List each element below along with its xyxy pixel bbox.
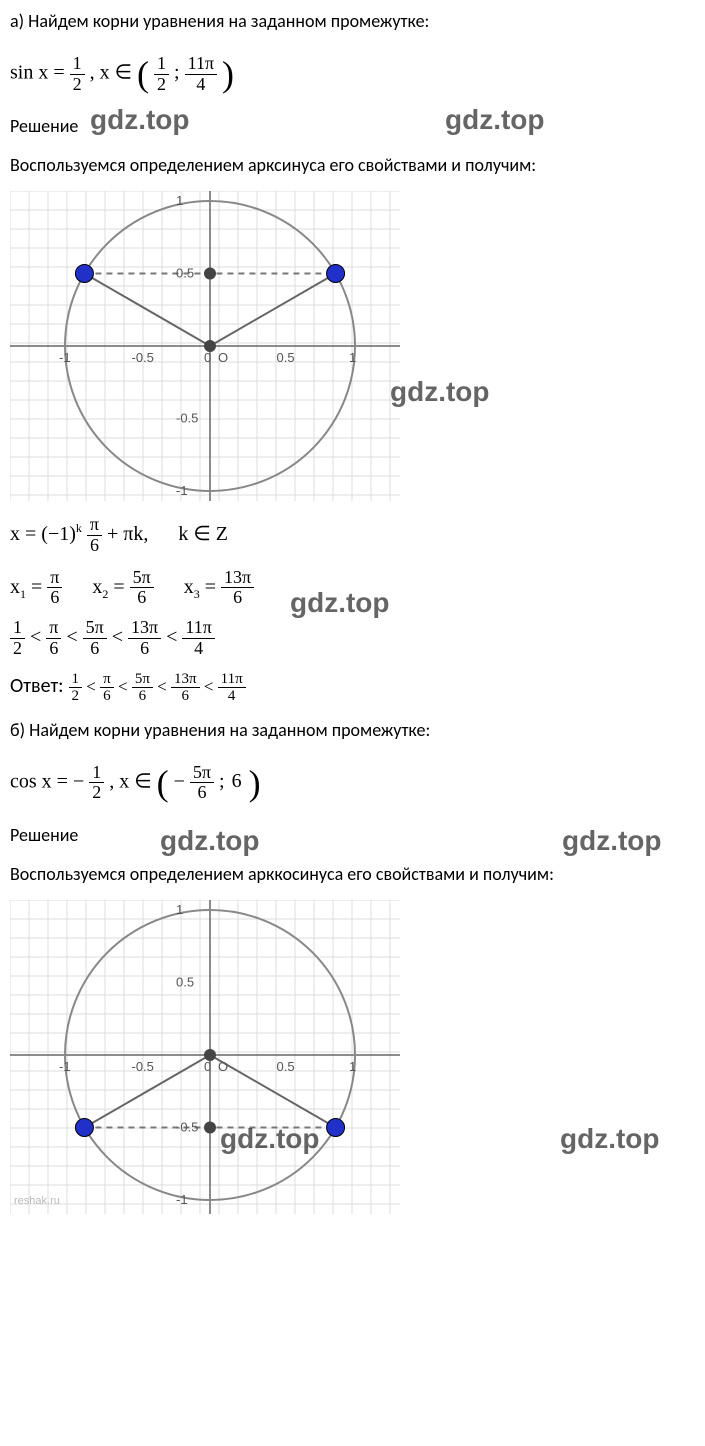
interval-sep: ; (174, 62, 180, 84)
root-item: x3 = 13π6 (184, 568, 254, 609)
answer-label: Ответ: (10, 674, 64, 698)
answer-row: Ответ: 12 < π6 < 5π6 < 13π6 < 11π4 (10, 671, 695, 705)
rparen-icon: ) (222, 54, 234, 94)
svg-text:-1: -1 (176, 483, 188, 498)
credit-label: reshak.ru (14, 1193, 60, 1210)
svg-text:0: 0 (204, 1059, 211, 1074)
svg-text:-0.5: -0.5 (132, 1059, 154, 1074)
svg-text:0.5: 0.5 (176, 266, 194, 281)
watermark: gdz.top (160, 820, 260, 862)
root-item: x1 = π6 (10, 568, 62, 609)
eq-rhs-frac: 1 2 (70, 54, 85, 95)
svg-text:O: O (218, 350, 228, 365)
svg-text:0.5: 0.5 (277, 350, 295, 365)
lparen-icon: ( (157, 763, 169, 803)
interval-a: 1 2 (154, 54, 169, 95)
svg-text:-1: -1 (176, 1192, 188, 1207)
root-item: x2 = 5π6 (92, 568, 153, 609)
part-a-intro: а) Найдем корни уравнения на заданном пр… (10, 8, 695, 35)
watermark: gdz.top (445, 99, 545, 141)
part-a-equation: sin x = 1 2 , x ∈ ( 1 2 ; 11π 4 ) (10, 47, 695, 101)
svg-text:1: 1 (176, 902, 183, 917)
svg-text:-0.5: -0.5 (176, 1119, 198, 1134)
svg-text:0.5: 0.5 (277, 1059, 295, 1074)
svg-text:0.5: 0.5 (176, 974, 194, 989)
svg-text:-1: -1 (59, 350, 71, 365)
solution-label: Решение (10, 824, 78, 846)
svg-text:1: 1 (349, 1059, 356, 1074)
svg-text:-0.5: -0.5 (176, 411, 198, 426)
watermark: gdz.top (90, 99, 190, 141)
interval-a: 5π 6 (190, 763, 214, 804)
eq-in: , x ∈ (109, 770, 151, 792)
inequality-row: gdz.top 12 < π6 < 5π6 < 13π6 < 11π4 (10, 618, 695, 659)
watermark: gdz.top (390, 371, 490, 413)
interval-neg: − (174, 770, 185, 792)
part-b-equation: cos x = − 1 2 , x ∈ ( − 5π 6 ; 6 ) (10, 756, 695, 810)
rparen-icon: ) (249, 763, 261, 803)
eq-in: , x ∈ (90, 62, 132, 84)
unit-circle-chart: -1 -0.5 0 0.5 1 -1 -0.5 0.5 1 O (10, 900, 400, 1214)
interval-b: 11π 4 (185, 54, 217, 95)
part-b-chart: -1-0.500.51-1-0.50.51O gdz.top gdz.top r… (10, 900, 695, 1214)
solution-label: Решение (10, 115, 78, 137)
watermark: gdz.top (560, 1118, 660, 1160)
unit-circle-chart: -1 -0.5 0 0.5 1 -1 -0.5 0.5 1 O (10, 191, 400, 501)
svg-text:1: 1 (176, 193, 183, 208)
svg-text:-0.5: -0.5 (132, 350, 154, 365)
eq-rhs-frac: 1 2 (89, 763, 104, 804)
svg-text:-1: -1 (59, 1059, 71, 1074)
svg-text:0: 0 (204, 350, 211, 365)
eq-lhs: cos x = − (10, 770, 84, 792)
part-b-intro: б) Найдем корни уравнения на заданном пр… (10, 717, 695, 744)
part-a-method: Воспользуемся определением арксинуса его… (10, 152, 695, 179)
svg-text:1: 1 (349, 350, 356, 365)
part-b-method: Воспользуемся определением арккосинуса е… (10, 861, 695, 888)
part-a-chart: -1 -0.5 0 0.5 1 -1 -0.5 0.5 1 O gdz.top (10, 191, 695, 501)
general-solution: x = (−1)k π 6 + πk, k ∈ Z (10, 515, 695, 556)
roots-row: x1 = π6 x2 = 5π6 x3 = 13π6 (10, 568, 695, 609)
eq-lhs: sin x = (10, 62, 65, 84)
interval-b-scalar: 6 (230, 770, 244, 792)
lparen-icon: ( (137, 54, 149, 94)
svg-text:O: O (218, 1059, 228, 1074)
interval-sep: ; (219, 770, 225, 792)
watermark: gdz.top (562, 820, 662, 862)
